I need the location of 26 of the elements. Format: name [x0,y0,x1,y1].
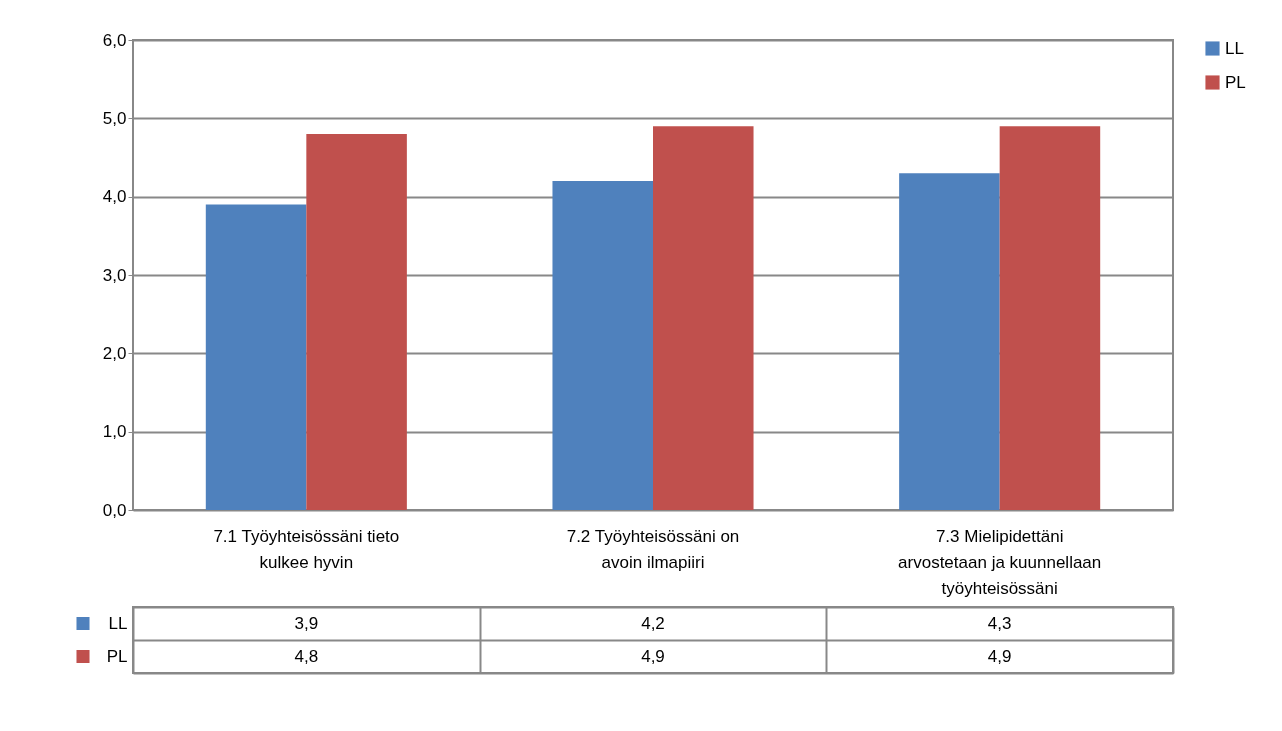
data-label: 4,9 [987,646,1012,666]
bar [306,134,407,510]
y-tick-label: 0,0 [102,500,127,520]
x-tick-label: 7.2 Työyhteisössäni on avoin ilmapiiri [566,526,740,572]
bar [205,204,307,510]
data-label: 3,9 [294,613,319,633]
x-tick-label: 7.3 Mielipidettäni arvostetaan ja kuunnellaan työyhteisössäni [898,526,1102,598]
text: PL [106,647,128,666]
text: LL [1225,38,1244,58]
bar [653,126,754,510]
data-label: 4,2 [641,613,665,633]
y-tick-label: 6,0 [102,30,127,50]
y-tick-label: 1,0 [102,422,127,442]
legend-label: PL [1225,72,1246,92]
bar [999,126,1101,510]
data-label: 4,9 [641,646,665,666]
data-label: 4,8 [294,646,319,666]
y-tick-label: 5,0 [102,108,127,128]
bar [552,181,653,510]
data-label: 4,3 [987,613,1012,633]
legend-label: LL [108,614,128,633]
x-tick-label: 7.1 Työyhteisössäni tieto kulkee hyvin [213,526,400,572]
bar [899,173,1000,510]
y-tick-label: 4,0 [102,187,127,207]
y-tick-label: 2,0 [102,343,127,363]
y-tick-label: 3,0 [102,265,127,285]
